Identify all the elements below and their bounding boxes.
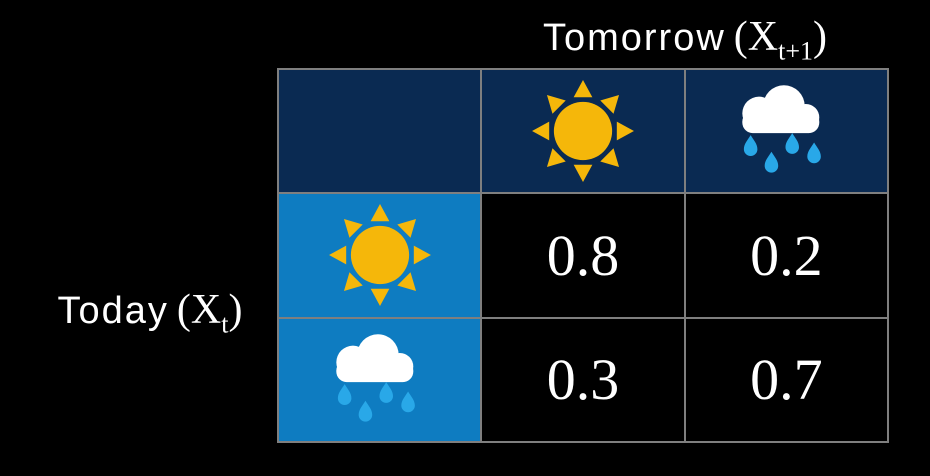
raindrops xyxy=(744,133,822,173)
column-axis-title: Tomorrow (Xt+1) xyxy=(455,14,915,64)
row-header-cell-rainy xyxy=(279,318,481,441)
raindrops xyxy=(337,381,415,422)
transition-matrix-table: 0.8 0.2 0.3 0.7 xyxy=(277,68,889,443)
column-axis-word: Tomorrow xyxy=(542,17,726,59)
variable-symbol: X xyxy=(747,14,779,60)
transition-cell-rainy-rainy: 0.7 xyxy=(685,318,887,441)
probability-value: 0.8 xyxy=(546,222,620,288)
row-axis-variable: (Xt) xyxy=(176,287,243,337)
row-header-cell-sunny xyxy=(279,194,481,317)
variable-subscript: t+1 xyxy=(778,36,814,66)
header-cell-sunny xyxy=(482,70,684,193)
row-axis-word: Today xyxy=(57,290,169,332)
probability-value: 0.7 xyxy=(750,347,823,413)
paren-close: ) xyxy=(228,287,243,333)
rain-cloud-icon xyxy=(742,85,822,173)
row-axis-title: Today (Xt) xyxy=(20,287,280,337)
header-cell-empty xyxy=(279,70,481,193)
column-axis-variable: (Xt+1) xyxy=(733,14,828,64)
probability-value: 0.3 xyxy=(546,347,620,413)
transition-cell-sunny-rainy: 0.2 xyxy=(685,194,887,317)
rain-cloud-icon xyxy=(335,334,415,422)
cloud-shape xyxy=(742,85,820,134)
transition-cell-rainy-sunny: 0.3 xyxy=(482,318,684,441)
paren-open: ( xyxy=(176,287,191,333)
variable-subscript: t xyxy=(221,309,229,339)
cloud-shape xyxy=(335,334,413,382)
probability-value: 0.2 xyxy=(750,222,823,288)
paren-open: ( xyxy=(733,14,748,60)
sun-icon xyxy=(532,80,634,183)
paren-close: ) xyxy=(813,14,828,60)
transition-cell-sunny-sunny: 0.8 xyxy=(482,194,684,317)
sun-icon xyxy=(328,204,431,307)
header-cell-rainy xyxy=(685,70,887,193)
variable-symbol: X xyxy=(190,287,222,333)
